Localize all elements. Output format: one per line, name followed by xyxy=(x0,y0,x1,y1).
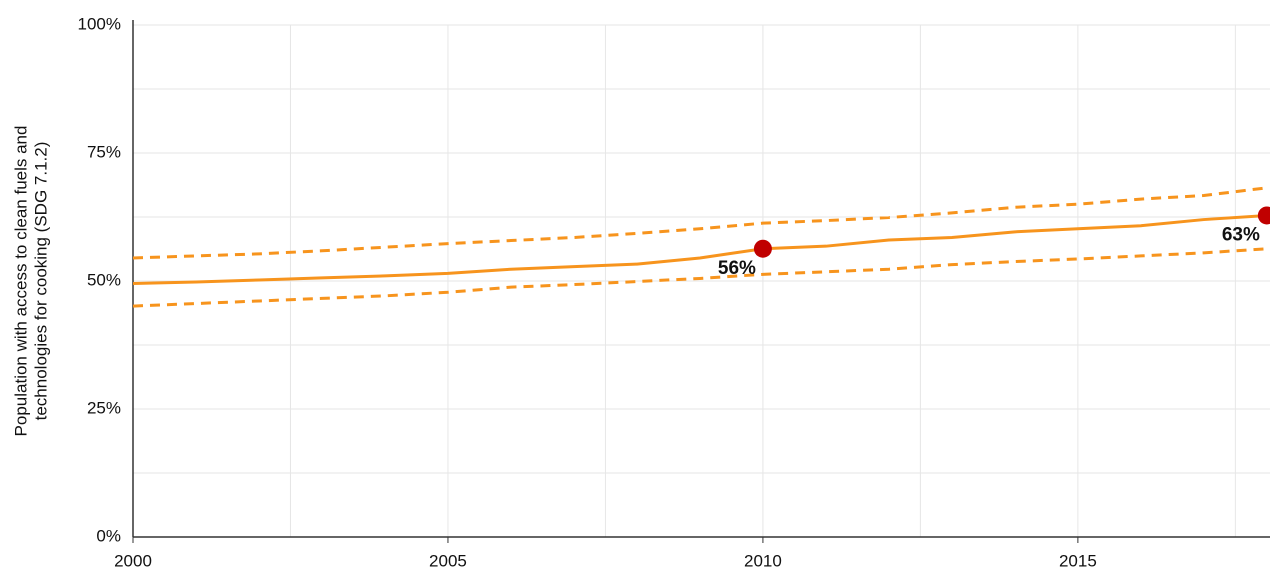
data-label: 63% xyxy=(1222,224,1260,245)
y-axis-label: Population with access to clean fuels an… xyxy=(11,126,30,437)
bound-line xyxy=(132,247,1267,308)
highlight-point xyxy=(753,239,772,258)
x-tick-label: 2000 xyxy=(114,551,152,570)
y-tick-label: 75% xyxy=(87,142,121,161)
data-label: 56% xyxy=(718,258,756,279)
y-tick-label: 0% xyxy=(96,526,121,545)
x-tick-label: 2005 xyxy=(429,551,467,570)
bound-line xyxy=(132,186,1268,260)
y-tick-label: 50% xyxy=(87,270,121,289)
y-tick-label: 25% xyxy=(87,398,121,417)
highlight-point xyxy=(1257,206,1270,225)
y-tick-label: 100% xyxy=(78,14,121,33)
y-axis-label: technologies for cooking (SDG 7.1.2) xyxy=(31,142,50,421)
x-tick-label: 2010 xyxy=(744,551,782,570)
x-tick-label: 2015 xyxy=(1059,551,1097,570)
series-line xyxy=(132,213,1267,286)
